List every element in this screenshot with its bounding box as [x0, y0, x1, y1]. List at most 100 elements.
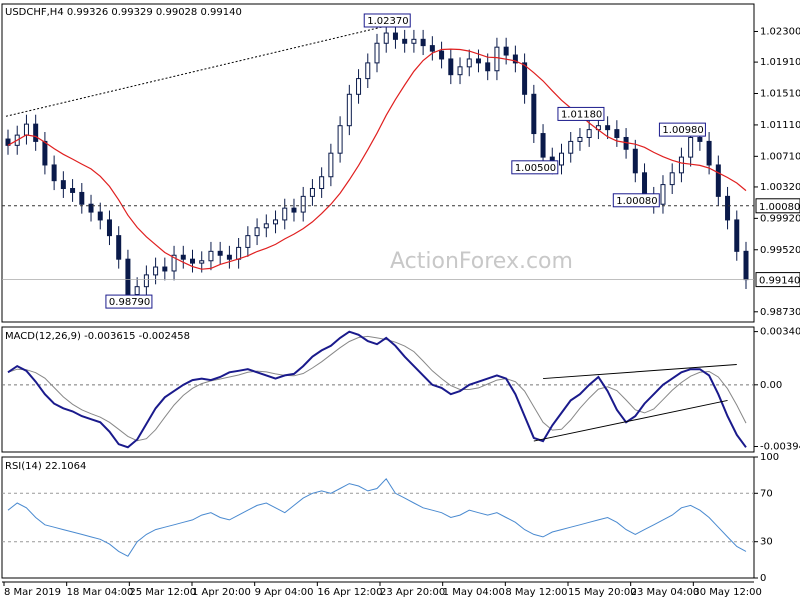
candle-body — [402, 38, 408, 44]
candle-body — [153, 266, 159, 276]
candle-body — [743, 250, 749, 281]
candle-body — [715, 164, 721, 197]
x-tick-label: 1 May 04:00 — [443, 587, 505, 598]
candle-body — [70, 188, 76, 193]
candle-body — [706, 140, 712, 166]
rsi-title: RSI(14) 22.1064 — [5, 461, 86, 472]
candle-body — [439, 50, 445, 60]
candle-body — [263, 223, 269, 229]
key-level-label: 1.00080 — [759, 202, 800, 213]
candle-body — [319, 176, 325, 190]
pane-border-1 — [1, 3, 755, 323]
candle-body — [605, 125, 611, 131]
annotation-box — [612, 193, 660, 208]
rsi-line — [7, 477, 747, 557]
x-tick-label: 25 Mar 12:00 — [129, 587, 196, 598]
annotation-box — [363, 13, 411, 28]
macd-tick-label: -0.003949 — [760, 442, 800, 453]
price-header: USDCHF,H4 0.99326 0.99329 0.99028 0.9914… — [5, 7, 242, 18]
candle-body — [171, 254, 177, 272]
candle-body — [60, 180, 66, 190]
pane-border-3 — [1, 456, 755, 579]
candle-body — [300, 195, 306, 213]
candle-body — [725, 195, 731, 221]
candle-body — [199, 260, 205, 264]
candle-body — [411, 38, 417, 44]
annotation-box — [658, 122, 706, 137]
annotation-label: 0.98790 — [109, 297, 150, 308]
rsi-tick-label: 30 — [760, 537, 773, 548]
candle-body — [356, 78, 362, 95]
x-tick-label: 18 Mar 04:00 — [67, 587, 134, 598]
candle-body — [632, 148, 638, 174]
candle-body — [346, 93, 352, 127]
x-tick-label: 30 May 12:00 — [693, 587, 762, 598]
candle-body — [522, 62, 528, 95]
annotation-box — [557, 106, 605, 121]
candle-body — [503, 46, 509, 56]
price-tick-label: 1.00710 — [760, 151, 800, 162]
candle-body — [337, 125, 343, 154]
x-tick-label: 16 Apr 12:00 — [317, 587, 382, 598]
watermark-text: ActionForex.com — [390, 249, 573, 274]
candle-body — [190, 258, 195, 264]
trend-line-dashed — [5, 25, 387, 117]
pane-border-2 — [1, 326, 755, 453]
macd-signal-line — [7, 335, 747, 442]
candle-body — [466, 58, 472, 68]
candle-body — [586, 129, 592, 138]
candle-body — [494, 46, 500, 72]
candle-body — [23, 123, 29, 136]
x-tick-label: 23 Apr 20:00 — [380, 587, 445, 598]
annotation-box — [511, 160, 559, 175]
current-price-label: 0.99140 — [759, 276, 800, 287]
annotation-label: 1.00500 — [515, 163, 556, 174]
candle-body — [273, 219, 279, 225]
candle-body — [559, 152, 564, 166]
candle-body — [106, 219, 112, 237]
candle-body — [143, 274, 149, 288]
candle-body — [254, 227, 260, 237]
candle-body — [208, 250, 214, 262]
candle-body — [697, 136, 703, 142]
price-tick-label: 1.01510 — [760, 89, 800, 100]
candle-body — [134, 286, 140, 296]
macd-tick-label: 0.00 — [760, 380, 782, 391]
rsi-tick-label: 70 — [760, 488, 773, 499]
annotation-label: 1.01180 — [561, 109, 602, 120]
candle-body — [374, 42, 380, 64]
candle-body — [217, 250, 223, 256]
price-tick-label: 0.99520 — [760, 245, 800, 256]
candle-body — [282, 207, 288, 221]
candle-body — [688, 136, 694, 158]
price-tick-label: 1.01910 — [760, 57, 800, 68]
candle-body — [475, 58, 481, 64]
candle-body — [734, 219, 740, 252]
candle-body — [5, 138, 11, 146]
x-tick-label: 9 Apr 04:00 — [255, 587, 314, 598]
x-tick-label: 1 Apr 20:00 — [192, 587, 251, 598]
annotation-box — [105, 294, 153, 309]
candle-body — [448, 58, 454, 76]
price-tick-label: 0.98730 — [760, 307, 800, 318]
macd-channel-upper — [543, 364, 737, 380]
rsi-tick-label: 0 — [760, 573, 766, 584]
candle-body — [365, 62, 371, 80]
annotation-label: 1.00980 — [662, 125, 703, 136]
candle-body — [540, 133, 546, 158]
candle-body — [180, 254, 186, 260]
candle-body — [485, 62, 491, 72]
price-tick-label: 1.00320 — [760, 182, 800, 193]
key-level-box — [755, 198, 800, 214]
x-tick-label: 15 May 20:00 — [568, 587, 637, 598]
candle-body — [678, 156, 684, 174]
candle-body — [162, 266, 168, 272]
candle-body — [42, 140, 48, 166]
candle-body — [392, 32, 398, 40]
candle-body — [642, 172, 648, 197]
candle-body — [245, 235, 251, 248]
candle-body — [614, 129, 620, 138]
candle-body — [328, 152, 334, 178]
